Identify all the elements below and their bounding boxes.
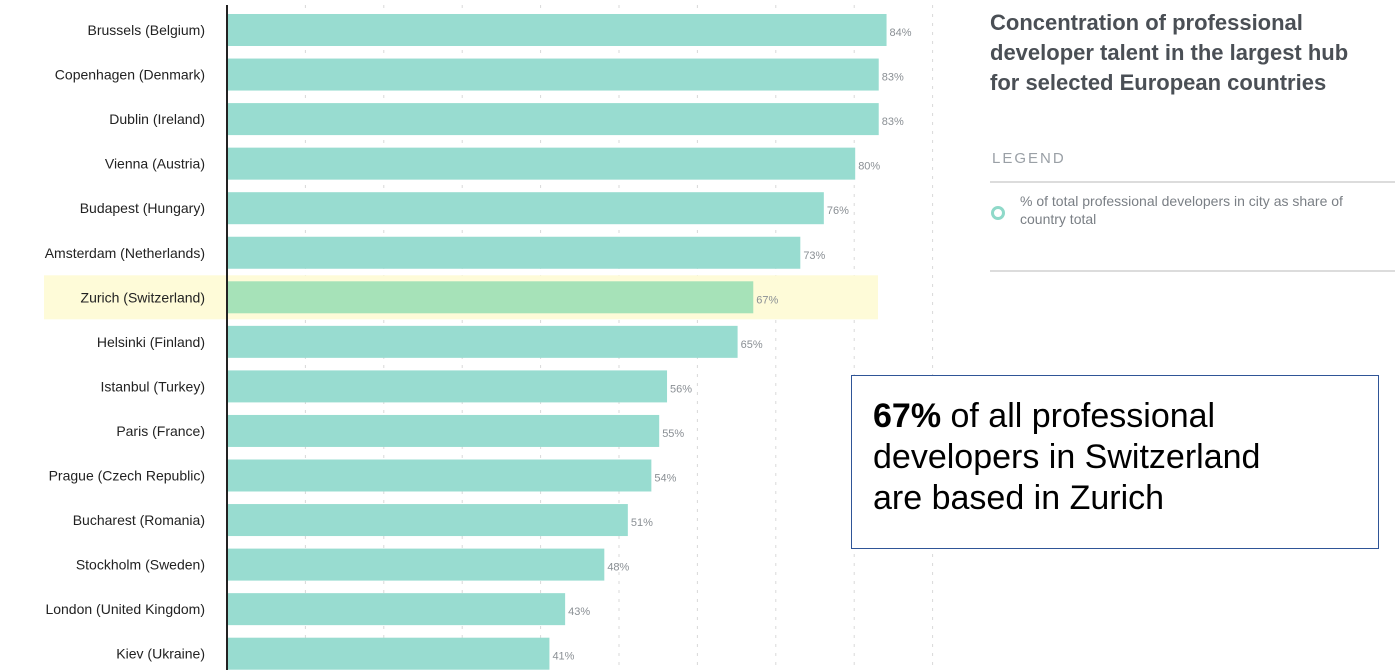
value-label: 80% [858, 161, 880, 173]
bar [228, 637, 550, 670]
bar [228, 370, 668, 403]
bar [228, 281, 754, 314]
bar [228, 14, 887, 46]
category-label: Bucharest (Romania) [73, 512, 205, 528]
legend-swatch-icon [991, 206, 1005, 220]
value-label: 76% [827, 205, 849, 217]
callout-annotation: 67% of all professional developers in Sw… [851, 375, 1379, 549]
value-label: 56% [670, 383, 692, 395]
value-label: 48% [607, 562, 629, 574]
category-label: Istanbul (Turkey) [100, 378, 205, 394]
category-label: Amsterdam (Netherlands) [45, 245, 205, 261]
callout-text: developers in Switzerland [873, 438, 1261, 476]
category-label: Paris (France) [116, 423, 205, 439]
legend: LEGEND % of total professional developer… [990, 150, 1395, 272]
category-label: Zurich (Switzerland) [81, 289, 205, 305]
legend-heading: LEGEND [992, 150, 1066, 167]
value-label: 41% [552, 651, 574, 663]
value-label: 65% [741, 339, 763, 351]
bar [228, 593, 566, 626]
bar [228, 58, 879, 91]
legend-divider [990, 181, 1395, 183]
legend-entry-label: % of total professional developers in ci… [1020, 193, 1343, 227]
bar [228, 103, 879, 136]
bar-chart: Brussels (Belgium) 84% Copenhagen (Denmark… [44, 5, 934, 670]
category-label: Brussels (Belgium) [88, 22, 205, 38]
legend-divider [990, 270, 1395, 272]
category-label: Copenhagen (Denmark) [55, 67, 205, 83]
callout-text: are based in Zurich [873, 479, 1165, 517]
chart-title: Concentration of professional developer … [990, 10, 1349, 95]
bar [228, 192, 824, 225]
category-label: Dublin (Ireland) [109, 111, 205, 127]
category-label: Stockholm (Sweden) [76, 557, 205, 573]
bar [228, 147, 856, 180]
category-label: Helsinki (Finland) [97, 334, 205, 350]
bar [228, 459, 652, 492]
bar [228, 504, 628, 537]
value-label: 54% [654, 473, 676, 485]
value-label: 83% [882, 72, 904, 84]
category-label: Budapest (Hungary) [80, 200, 205, 216]
value-label: 83% [882, 116, 904, 128]
value-label: 84% [890, 27, 912, 39]
bar [228, 325, 738, 358]
category-label: Prague (Czech Republic) [49, 468, 205, 484]
bar [228, 236, 801, 269]
value-label: 67% [756, 294, 778, 306]
category-label: Kiev (Ukraine) [116, 646, 205, 662]
value-label: 43% [568, 606, 590, 618]
value-label: 51% [631, 517, 653, 529]
bar [228, 548, 605, 581]
bar [228, 414, 660, 447]
value-label: 73% [803, 250, 825, 262]
category-label: Vienna (Austria) [105, 156, 205, 172]
callout-text: of all professional [941, 397, 1216, 435]
value-label: 55% [662, 428, 684, 440]
callout-highlight-value: 67% [873, 397, 942, 435]
category-label: London (United Kingdom) [45, 601, 205, 617]
